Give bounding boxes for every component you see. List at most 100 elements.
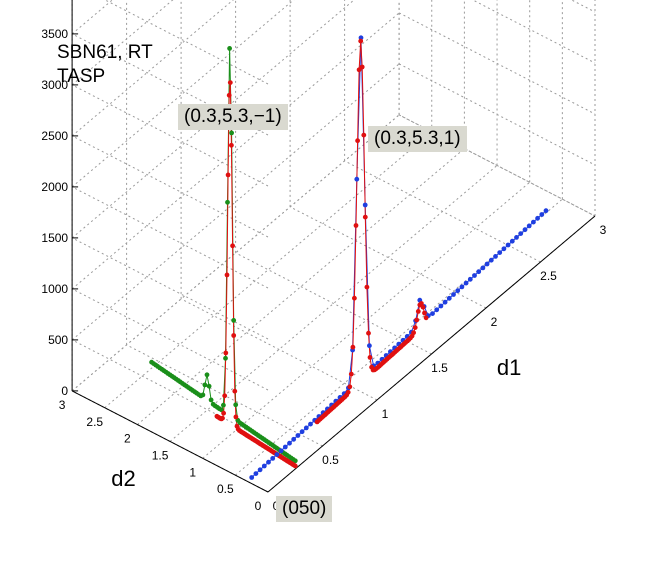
x-tick-label: 1.5 [431,361,448,375]
y-tick-label: 2.5 [86,415,103,429]
series-red-3-point [353,223,359,228]
series-green-0-point [227,46,233,51]
series-red-1-point [223,350,229,356]
series-green-0-point [233,402,239,408]
annotation-origin: (050) [276,496,333,522]
series-blue-2-point [522,227,528,233]
series-red-3-point [414,317,420,323]
series-red-1-point [227,80,233,85]
series-blue-2-point [299,429,305,435]
series-red-1-point [230,243,236,249]
series-green-0-point [204,372,210,378]
series-blue-2-point [518,231,524,237]
series-red-3-point [423,315,429,321]
grid-line [202,181,531,459]
y-tick-label: 3 [59,398,66,412]
series-red-1-point [229,142,234,148]
z-tick-label: 2500 [41,129,68,143]
series-green-0-point [200,392,206,398]
series-blue-2-point [253,471,259,476]
series-red-3-point [420,304,426,310]
series-blue-2-point [497,250,503,256]
grid-line [289,206,487,309]
series-blue-2-point [362,202,368,208]
series-red-3-point [361,132,367,138]
y-tick-label: 0.5 [217,482,234,496]
chart-title-line-2: TASP [57,66,106,87]
z-tick-label: 0 [61,384,68,398]
x-tick-label: 2.5 [540,269,557,283]
series-red-1-point [231,333,237,338]
x-tick-label: 3 [600,223,607,237]
series-blue-2-point [531,219,536,225]
x-axis-label: d1 [497,355,521,380]
series-red-3-point [345,389,351,395]
series-blue-2-point [480,265,486,271]
series-blue-2-point [434,307,440,313]
series-blue-2-point [308,421,313,427]
series-red-1-point [233,414,239,420]
series-green-0-point [208,397,214,403]
grid-line [235,252,432,355]
series-blue-2-point [467,276,473,282]
grid [71,0,596,493]
y-tick-label: 0 [255,499,262,513]
series-blue-2-point [367,343,372,349]
series-red-3-point [347,384,353,390]
series-red-3-point [415,309,421,314]
z-tick-label: 3500 [41,27,68,41]
grid-line [104,131,433,409]
grid-line [104,0,269,85]
grid-line [398,12,596,115]
grid-line [398,63,596,166]
series-blue-2-point [543,208,549,214]
series-red-3-point [359,64,365,70]
z-tick-label: 500 [48,333,68,347]
series-blue-2-point [442,299,448,305]
series-red-3-point [362,214,368,220]
x-axis-line [267,215,596,493]
annotation-peak-right: (0.3,5.3,1) [368,126,467,152]
x-tick-label: 1 [382,407,389,421]
series-blue-2-point [354,176,360,182]
series-blue-2-point [463,280,469,286]
grid-line [71,186,269,289]
series-red-3-point [422,310,427,316]
grid-line [71,12,400,290]
series-blue-2-point [303,425,309,431]
series-green-0-point [225,199,230,205]
series-green-0-point [206,383,212,389]
series-blue-2-point [261,463,267,469]
grid-line [71,0,234,137]
series-red-3-point [412,325,418,330]
grid-line [71,63,400,341]
z-tick-label: 1500 [41,231,68,245]
series-blue-2-point [472,273,477,278]
series-blue-2-point [274,452,280,457]
series-green-0-point [292,458,298,464]
series-blue-2-point [266,459,271,465]
series-red-3-point [367,355,373,360]
series-blue-2-point [476,269,482,275]
series-green-0-point [229,130,235,136]
series-red-3-point [350,344,356,350]
x-tick-label: 0.5 [322,453,339,467]
series-blue-2-point [291,436,297,442]
grid-line [71,0,355,239]
series-blue-2-point [505,242,511,248]
series-blue-2-point [501,246,507,252]
series-red-3-point [411,330,416,336]
series-red-1-point [221,410,227,416]
series-green-0-point [219,407,224,413]
series-blue-2-point [493,254,498,259]
z-tick-label: 3000 [41,78,68,92]
z-tick-label: 1000 [41,282,68,296]
y-axis-label: d2 [111,466,135,491]
x-tick-label: 2 [491,315,498,329]
series-blue-2-point [455,288,461,294]
series-green-0-point [231,318,237,323]
series-blue-2-point [257,467,263,473]
series-points [149,35,549,480]
series-red-3-point [419,301,424,306]
series-red-3-point [366,330,371,336]
